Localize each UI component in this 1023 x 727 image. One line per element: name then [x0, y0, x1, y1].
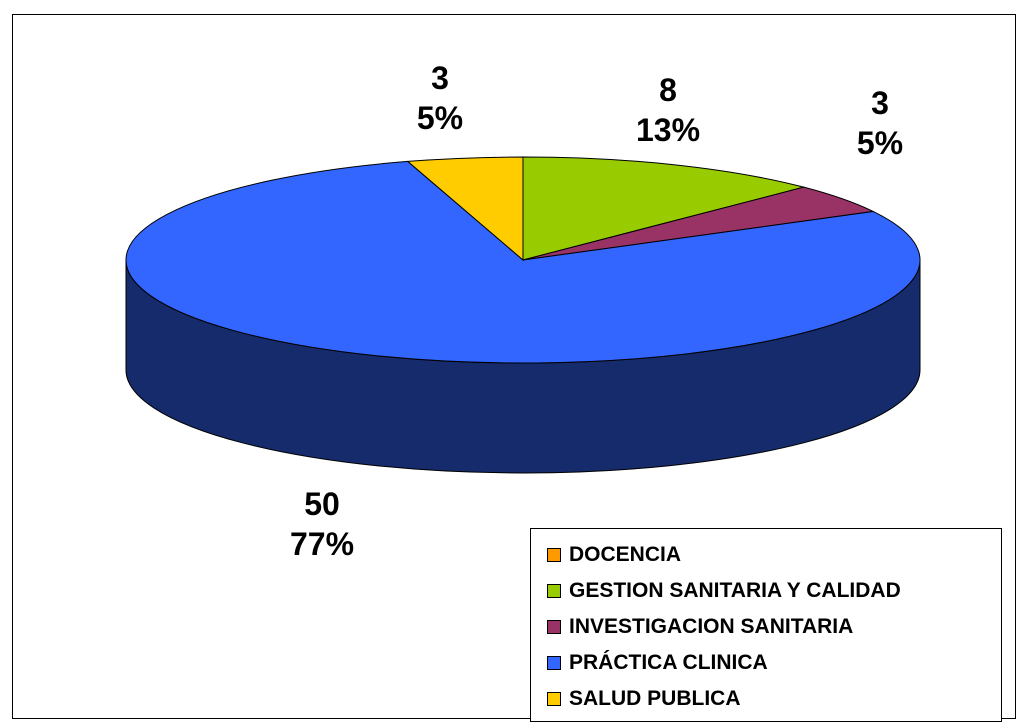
legend-label: PRÁCTICA CLINICA [569, 651, 768, 674]
label-percent: 5% [416, 100, 464, 136]
legend-item-practica: PRÁCTICA CLINICA [531, 645, 1001, 681]
label-percent: 5% [856, 125, 904, 161]
legend-label: SALUD PUBLICA [569, 687, 741, 710]
legend-item-investigacion: INVESTIGACION SANITARIA [531, 609, 1001, 645]
legend-item-salud: SALUD PUBLICA [531, 681, 1001, 717]
data-label-gestion: 8 13% [618, 70, 718, 150]
legend: DOCENCIA GESTION SANITARIA Y CALIDAD INV… [530, 528, 1002, 722]
data-label-practica: 50 77% [272, 484, 372, 564]
legend-swatch [547, 656, 561, 670]
legend-swatch [547, 692, 561, 706]
legend-swatch [547, 548, 561, 562]
label-value: 3 [871, 85, 889, 121]
pie-slice-3 [125, 160, 921, 364]
pie-slice-1 [522, 156, 806, 261]
legend-label: DOCENCIA [569, 543, 682, 566]
label-value: 50 [304, 486, 340, 522]
data-label-salud: 3 5% [395, 58, 485, 138]
label-value: 3 [431, 60, 449, 96]
legend-swatch [547, 584, 561, 598]
pie-top [125, 156, 921, 364]
label-percent: 13% [635, 112, 701, 148]
pie-slice-4 [406, 156, 524, 262]
legend-label: GESTION SANITARIA Y CALIDAD [569, 579, 901, 602]
legend-item-docencia: DOCENCIA [531, 537, 1001, 573]
legend-item-gestion: GESTION SANITARIA Y CALIDAD [531, 573, 1001, 609]
legend-swatch [547, 620, 561, 634]
legend-label: INVESTIGACION SANITARIA [569, 615, 854, 638]
label-value: 8 [659, 72, 677, 108]
label-percent: 77% [289, 526, 355, 562]
data-label-investigacion: 3 5% [835, 83, 925, 163]
